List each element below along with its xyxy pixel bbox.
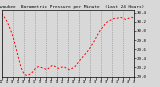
Text: 07: 07 bbox=[22, 80, 25, 84]
Text: 41: 41 bbox=[116, 80, 119, 84]
Text: 00: 00 bbox=[0, 80, 3, 84]
Text: 47: 47 bbox=[133, 80, 136, 84]
Text: 27: 27 bbox=[77, 80, 81, 84]
Text: 01: 01 bbox=[6, 80, 9, 84]
Text: 39: 39 bbox=[111, 80, 114, 84]
Title: Milwaukee  Barometric Pressure per Minute  (Last 24 Hours): Milwaukee Barometric Pressure per Minute… bbox=[0, 5, 144, 9]
Text: 23: 23 bbox=[66, 80, 70, 84]
Text: 35: 35 bbox=[100, 80, 103, 84]
Text: 21: 21 bbox=[61, 80, 64, 84]
Text: 29: 29 bbox=[83, 80, 86, 84]
Text: 45: 45 bbox=[127, 80, 131, 84]
Text: 25: 25 bbox=[72, 80, 75, 84]
Text: 43: 43 bbox=[122, 80, 125, 84]
Text: 17: 17 bbox=[50, 80, 53, 84]
Text: 37: 37 bbox=[105, 80, 108, 84]
Text: 19: 19 bbox=[55, 80, 59, 84]
Text: 15: 15 bbox=[44, 80, 48, 84]
Text: 05: 05 bbox=[17, 80, 20, 84]
Text: 33: 33 bbox=[94, 80, 97, 84]
Text: 13: 13 bbox=[39, 80, 42, 84]
Text: 11: 11 bbox=[33, 80, 36, 84]
Text: 31: 31 bbox=[88, 80, 92, 84]
Text: 09: 09 bbox=[28, 80, 31, 84]
Text: 03: 03 bbox=[11, 80, 14, 84]
